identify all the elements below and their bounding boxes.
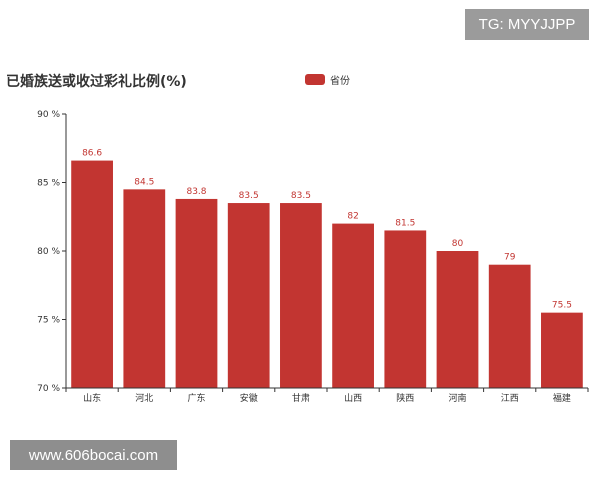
x-tick-label: 福建 — [553, 392, 571, 404]
bar — [227, 203, 270, 388]
x-tick-label: 陕西 — [396, 392, 414, 404]
y-tick-label: 70 % — [37, 384, 60, 394]
data-label: 75.5 — [552, 301, 572, 311]
legend-swatch — [305, 74, 325, 85]
x-tick-label: 甘肃 — [292, 392, 310, 404]
watermark-bottom: www.606bocai.com — [10, 440, 177, 470]
y-tick-label: 85 % — [37, 179, 60, 189]
x-tick-label: 江西 — [501, 393, 519, 404]
x-tick-label: 山东 — [83, 392, 101, 404]
x-tick-label: 安徽 — [240, 392, 258, 404]
bar — [384, 230, 427, 388]
bar — [488, 264, 531, 388]
bar — [280, 203, 322, 388]
legend-label: 省份 — [330, 76, 350, 87]
bar — [332, 223, 374, 388]
chart-title: 已婚族送或收过彩礼比例(%) — [6, 74, 187, 90]
x-tick-label: 河南 — [448, 392, 466, 404]
bar — [436, 251, 479, 388]
data-label: 84.5 — [134, 177, 154, 187]
data-label: 81.5 — [395, 218, 415, 228]
bar — [123, 189, 166, 388]
x-tick-label: 广东 — [187, 392, 205, 404]
y-tick-label: 90 % — [37, 110, 60, 120]
data-label: 80 — [452, 239, 464, 249]
bar — [175, 198, 218, 388]
y-tick-label: 75 % — [37, 316, 60, 326]
data-label: 86.6 — [82, 149, 102, 159]
data-label: 83.5 — [291, 191, 311, 201]
legend[interactable]: 省份 — [305, 72, 350, 87]
x-tick-label: 山西 — [344, 393, 362, 404]
bar — [541, 312, 583, 388]
y-tick-label: 80 % — [37, 247, 60, 257]
watermark-top: TG: MYYJJPP — [465, 9, 589, 40]
bar — [71, 160, 113, 388]
data-label: 83.5 — [239, 191, 259, 201]
data-label: 83.8 — [186, 187, 206, 197]
data-label: 79 — [504, 253, 516, 263]
data-label: 82 — [347, 212, 358, 222]
x-tick-label: 河北 — [135, 392, 153, 404]
